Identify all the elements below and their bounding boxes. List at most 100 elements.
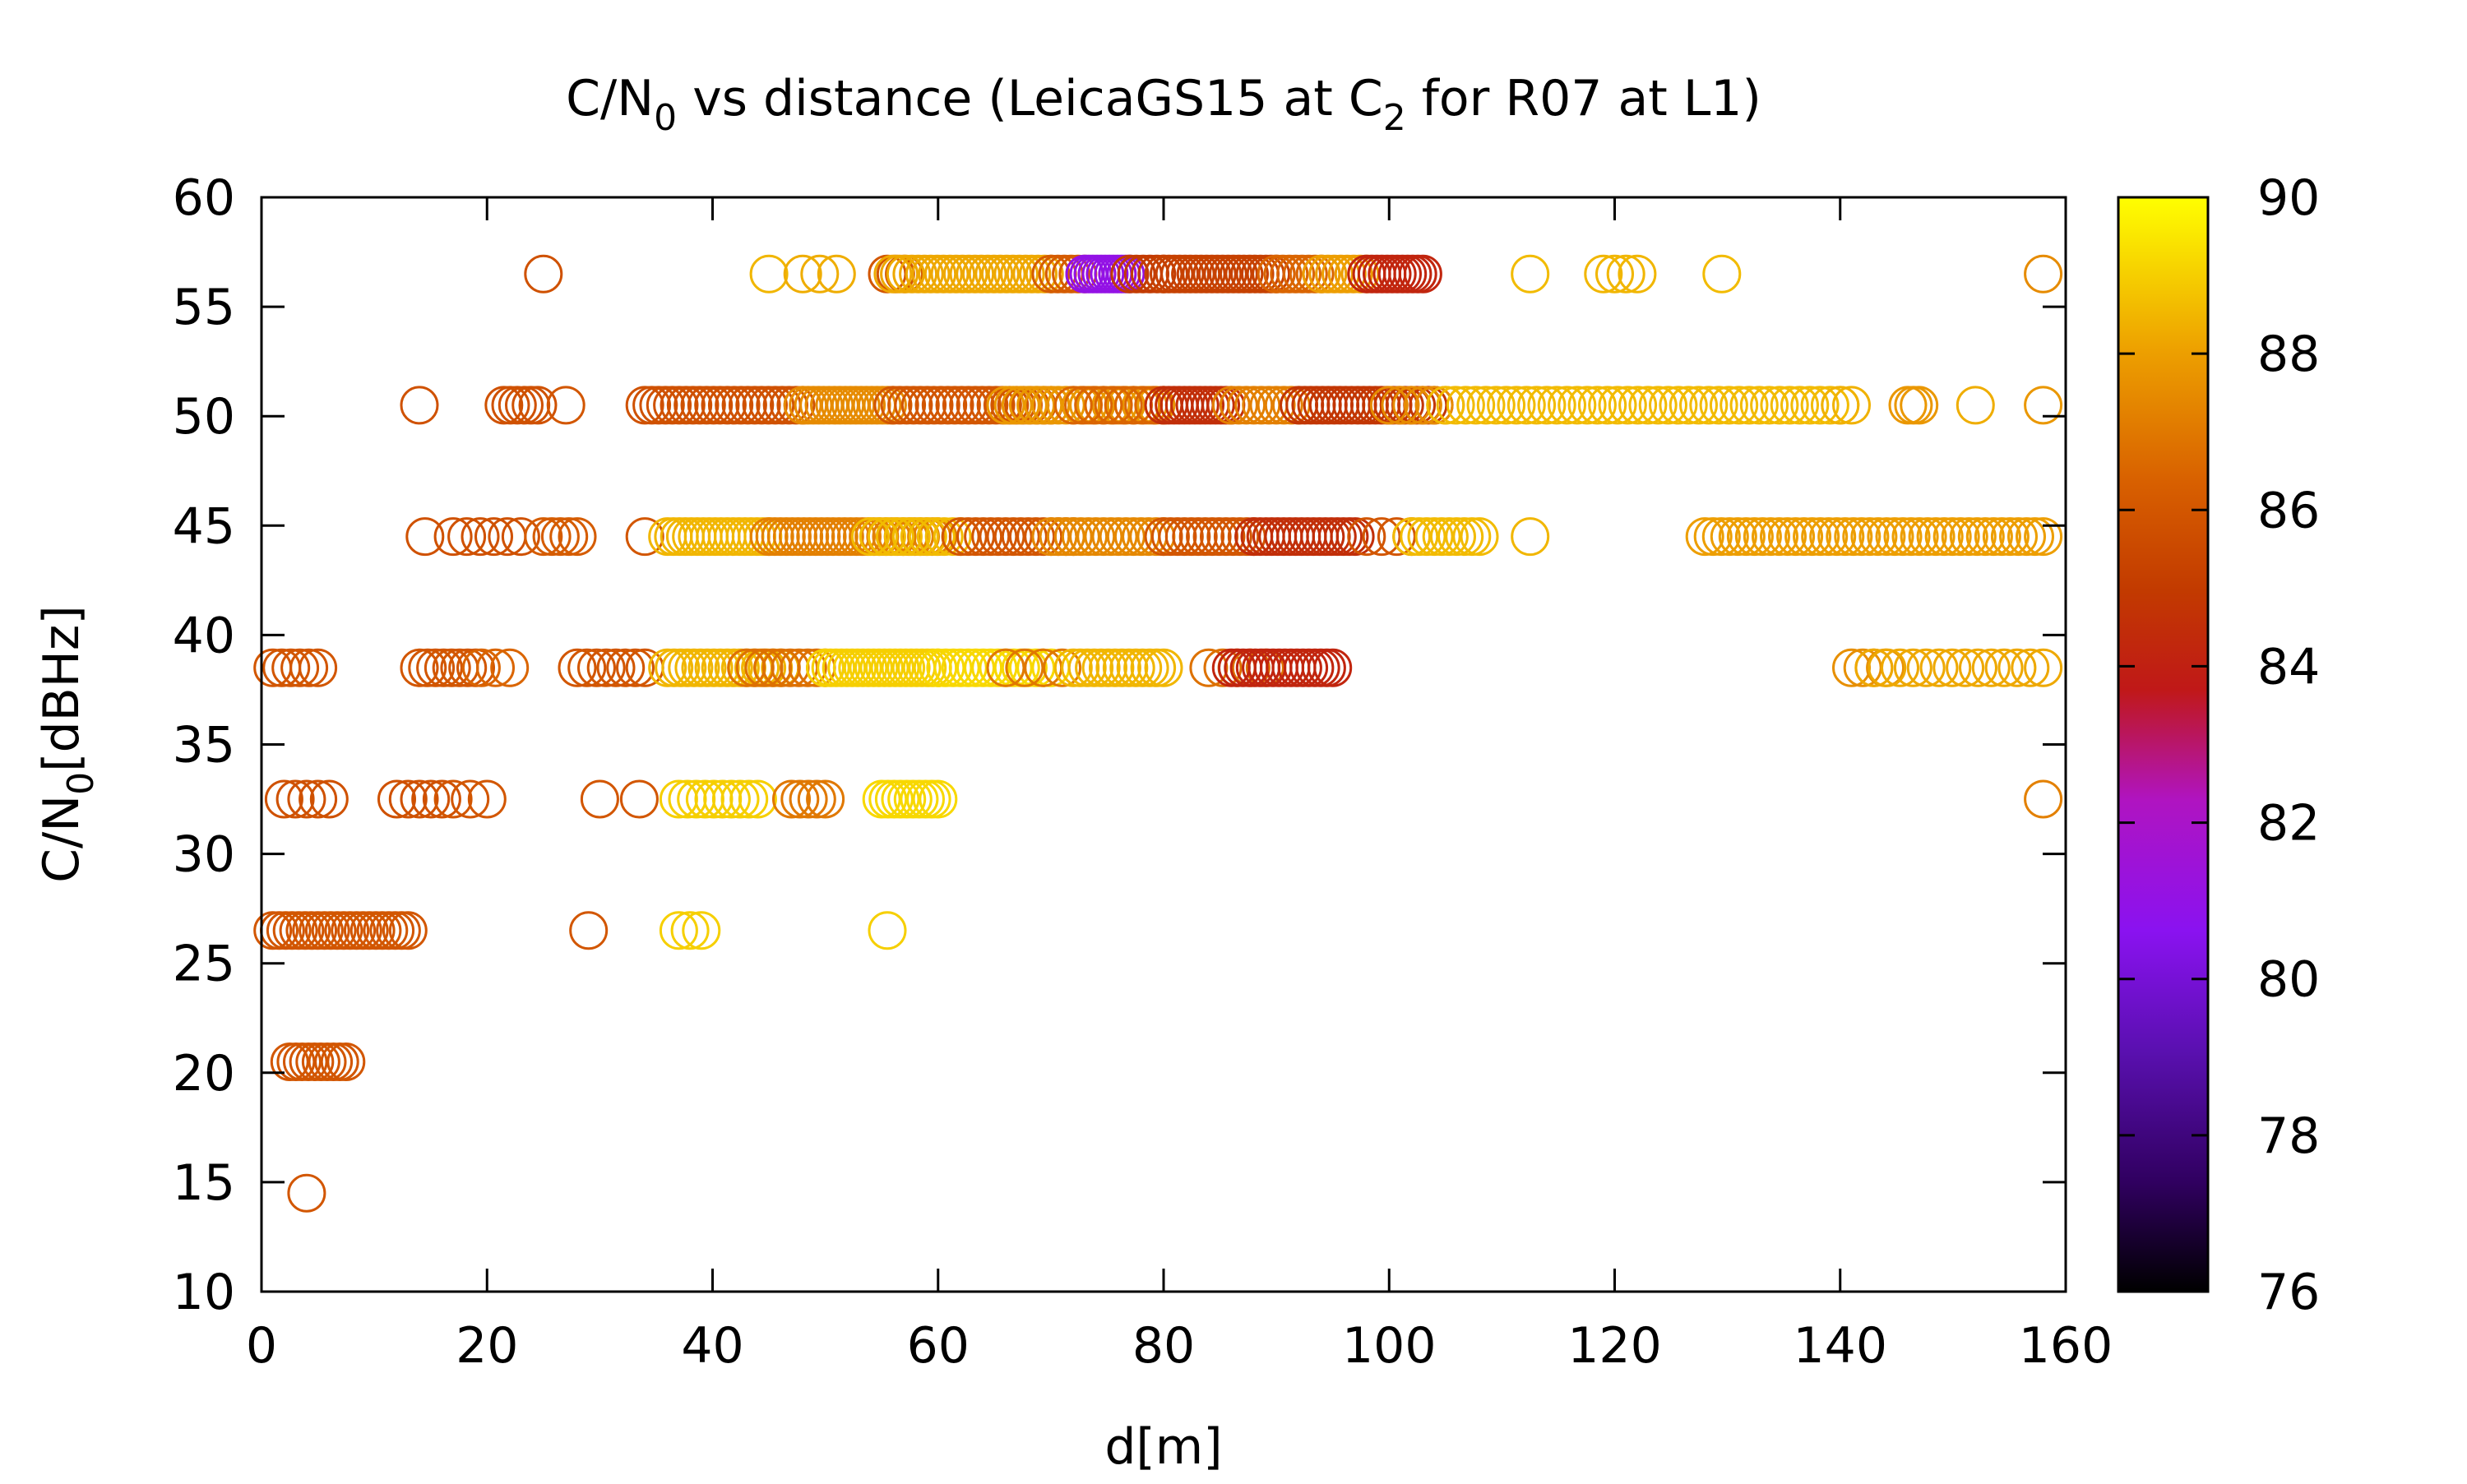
data-point (2007, 517, 2046, 557)
data-point (1999, 517, 2038, 557)
data-point (287, 779, 326, 819)
data-point (1584, 254, 1623, 294)
data-point (749, 254, 789, 294)
data-point (1084, 517, 1123, 557)
data-point (432, 648, 471, 687)
data-point (986, 517, 1025, 557)
data-point (964, 648, 1003, 687)
x-tick-label: 140 (1793, 1317, 1887, 1375)
data-point (639, 386, 678, 425)
colorbar-tick-label: 84 (2257, 638, 2320, 696)
x-tick-label: 160 (2019, 1317, 2113, 1375)
data-point (1497, 386, 1536, 425)
data-point (919, 779, 958, 819)
data-point (289, 648, 329, 687)
data-point (2016, 517, 2054, 557)
data-point (461, 517, 500, 557)
data-point (1990, 517, 2030, 557)
data-point (971, 517, 1011, 557)
data-point (400, 779, 439, 819)
data-point (264, 779, 303, 819)
data-point (1436, 386, 1475, 425)
data-point (1206, 517, 1246, 557)
data-point (1649, 386, 1687, 425)
data-point (524, 517, 563, 557)
data-point (326, 1042, 366, 1081)
data-point (1219, 386, 1258, 425)
data-point (299, 779, 338, 819)
data-point (935, 386, 974, 425)
data-point (1084, 386, 1123, 425)
data-point (919, 648, 958, 687)
data-point (1770, 386, 1809, 425)
data-point (1842, 517, 1881, 557)
data-point (2024, 517, 2063, 557)
data-point (271, 648, 311, 687)
data-point (422, 779, 461, 819)
data-point (1854, 648, 1894, 687)
data-point (948, 517, 988, 557)
x-tick-label: 60 (907, 1317, 970, 1375)
data-point (1016, 517, 1056, 557)
data-point (1567, 386, 1607, 425)
data-point (1369, 386, 1409, 425)
x-axis-label: d[m] (1104, 1418, 1222, 1476)
data-point (596, 648, 636, 687)
data-point (894, 386, 933, 425)
data-point (2024, 648, 2063, 687)
data-point (1008, 517, 1048, 557)
data-point (933, 648, 973, 687)
data-point (962, 386, 1002, 425)
data-point (659, 911, 698, 950)
data-point (756, 386, 795, 425)
data-point (580, 779, 619, 819)
data-point (1832, 386, 1871, 425)
data-point (1760, 517, 1798, 557)
data-point (1768, 517, 1807, 557)
data-point (876, 254, 915, 294)
data-point (1091, 517, 1131, 557)
y-tick-label: 35 (173, 717, 235, 774)
data-point (789, 779, 828, 819)
data-point (800, 254, 840, 294)
data-point (956, 648, 995, 687)
data-point (900, 386, 940, 425)
data-point (2011, 648, 2050, 687)
data-point (908, 386, 947, 425)
data-point (711, 779, 751, 819)
data-point (1109, 648, 1149, 687)
y-tick-label: 45 (173, 497, 235, 555)
data-point (979, 648, 1018, 687)
data-point (1446, 386, 1485, 425)
data-point (1900, 517, 1939, 557)
data-point (2024, 779, 2063, 819)
data-point (1858, 517, 1898, 557)
data-point (979, 517, 1018, 557)
data-point (1809, 517, 1849, 557)
data-point (1924, 517, 1964, 557)
y-tick-label: 25 (173, 936, 235, 993)
data-point (680, 386, 720, 425)
data-point (1932, 517, 1972, 557)
data-point (1916, 517, 1956, 557)
data-point (1790, 386, 1830, 425)
data-point (1891, 517, 1931, 557)
data-point (1595, 254, 1634, 294)
data-point (1123, 648, 1163, 687)
data-point (1893, 648, 1932, 687)
data-point (1638, 386, 1678, 425)
data-point (1046, 517, 1085, 557)
colorbar-tick-label: 88 (2257, 326, 2320, 383)
data-point (956, 386, 995, 425)
data-point (1081, 648, 1121, 687)
data-point (1476, 386, 1516, 425)
data-point (1452, 517, 1492, 557)
data-point (986, 648, 1025, 687)
data-point (1693, 517, 1733, 557)
data-point (467, 779, 507, 819)
data-point (1868, 648, 1907, 687)
data-point (400, 648, 439, 687)
data-point (817, 254, 856, 294)
data-point (491, 386, 530, 425)
